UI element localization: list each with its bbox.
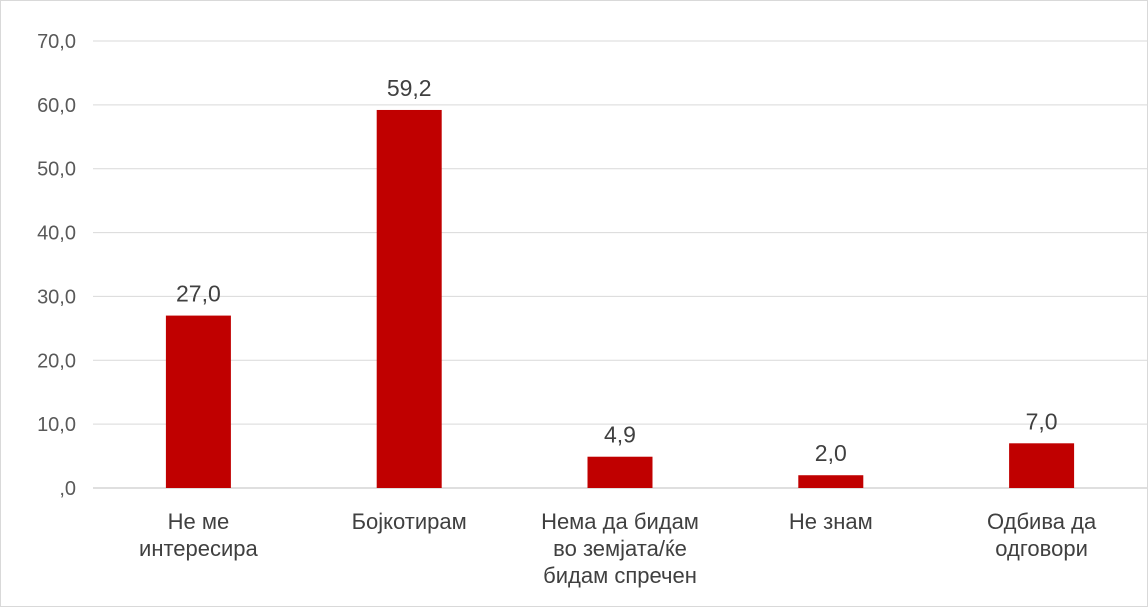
y-tick-label: 40,0	[37, 223, 76, 245]
y-tick-label: 10,0	[37, 414, 76, 436]
y-tick-label: ,0	[59, 478, 76, 500]
bars	[165, 109, 1075, 489]
bar	[165, 315, 231, 488]
category-label: Бојкотирам	[352, 509, 467, 534]
y-tick-label: 30,0	[37, 286, 76, 308]
data-label: 27,0	[176, 281, 221, 307]
bar	[798, 475, 864, 488]
data-label: 59,2	[387, 75, 432, 101]
data-labels: 27,0 59,2 4,9 2,0 7,0	[176, 75, 1058, 466]
y-tick-label: 70,0	[37, 31, 76, 53]
category-labels: Не ме интересира Бојкотирам Нема да бидам во…	[139, 509, 1097, 588]
bar	[1009, 443, 1075, 488]
category-label: Нема да бидам во земјата/ќе бидам спречен	[541, 509, 699, 588]
y-tick-label: 20,0	[37, 350, 76, 372]
gridlines	[93, 40, 1147, 489]
y-tick-label: 50,0	[37, 159, 76, 181]
bar	[587, 456, 653, 488]
y-axis-ticks: ,0 10,0 20,0 30,0 40,0 50,0 60,0 70,0	[37, 31, 76, 500]
category-label: Не ме интересира	[139, 509, 258, 561]
category-label: Одбива да одговори	[987, 509, 1097, 561]
data-label: 7,0	[1026, 408, 1058, 434]
bar	[376, 109, 442, 489]
y-tick-label: 60,0	[37, 95, 76, 117]
data-label: 4,9	[604, 422, 636, 448]
data-label: 2,0	[815, 440, 847, 466]
category-label: Не знам	[789, 509, 873, 534]
